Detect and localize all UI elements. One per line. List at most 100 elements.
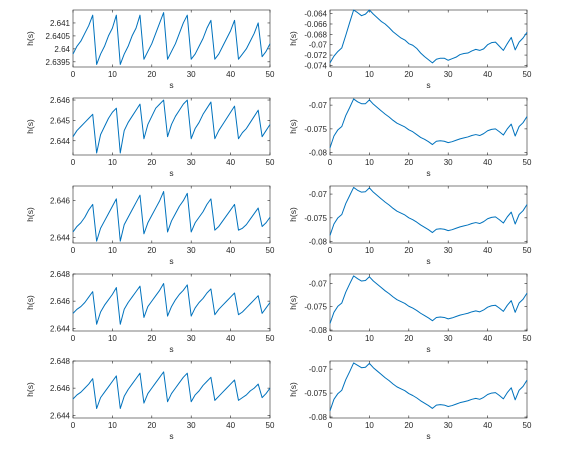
y-tick-label: 2.6395: [46, 58, 71, 67]
y-axis-label: h(s): [25, 382, 35, 397]
x-tick-label: 40: [226, 246, 235, 255]
y-tick-label: -0.072: [304, 51, 327, 60]
y-tick-label: 2.646: [50, 297, 71, 306]
x-tick-label: 40: [483, 158, 492, 167]
x-tick-label: 20: [147, 158, 156, 167]
y-tick-label: 2.646: [50, 384, 71, 393]
x-tick-label: 50: [266, 334, 275, 343]
x-axis-label: s: [426, 256, 430, 266]
x-tick-label: 40: [483, 334, 492, 343]
y-axis-label: h(s): [288, 382, 298, 397]
x-tick-label: 10: [108, 70, 117, 79]
x-tick-label: 10: [365, 421, 374, 430]
x-tick-label: 10: [108, 421, 117, 430]
y-tick-label: -0.075: [304, 125, 327, 134]
x-tick-label: 30: [444, 70, 453, 79]
y-tick-label: -0.075: [304, 214, 327, 223]
y-tick-label: -0.08: [309, 149, 328, 158]
axes-box: [329, 360, 528, 419]
x-tick-label: 20: [404, 334, 413, 343]
y-axis-label: h(s): [288, 119, 298, 134]
y-tick-label: -0.08: [309, 413, 328, 422]
subplot-6: 0 10 20 30 40 50 -0.08 -0.075 -0.07 s h(s): [288, 185, 532, 266]
axes-box: [329, 185, 528, 244]
subplot-4: 0 10 20 30 40 50 -0.08 -0.075 -0.07 s h(s): [288, 97, 532, 178]
x-tick-label: 0: [71, 246, 76, 255]
subplot-5: 0 10 20 30 40 50 2.644 2.646 s h(s): [25, 185, 275, 266]
y-tick-label: -0.074: [304, 61, 327, 70]
y-tick-label: -0.066: [304, 20, 327, 29]
x-tick-label: 10: [365, 158, 374, 167]
subplot-8: 0 10 20 30 40 50 -0.08 -0.075 -0.07 s h(s): [288, 273, 532, 354]
x-tick-label: 40: [483, 421, 492, 430]
x-axis-label: s: [169, 256, 173, 266]
x-tick-label: 0: [71, 421, 76, 430]
y-tick-label: 2.644: [50, 324, 71, 333]
x-axis-label: s: [169, 80, 173, 90]
x-tick-label: 0: [71, 334, 76, 343]
y-tick-label: 2.648: [50, 270, 71, 279]
x-tick-label: 50: [266, 158, 275, 167]
x-tick-label: 30: [187, 421, 196, 430]
y-tick-label: 2.641: [50, 19, 71, 28]
y-tick-label: -0.07: [309, 190, 328, 199]
x-tick-label: 20: [404, 158, 413, 167]
x-tick-label: 20: [147, 421, 156, 430]
y-tick-label: 2.644: [50, 411, 71, 420]
y-tick-label: 2.646: [50, 197, 71, 206]
y-tick-label: -0.075: [304, 303, 327, 312]
axes-box: [329, 9, 528, 68]
x-tick-label: 30: [187, 158, 196, 167]
x-tick-label: 50: [266, 246, 275, 255]
x-tick-label: 50: [523, 421, 532, 430]
x-tick-label: 10: [365, 334, 374, 343]
x-tick-label: 50: [523, 158, 532, 167]
y-tick-label: -0.068: [304, 30, 327, 39]
axes-box: [72, 97, 271, 156]
y-axis-label: h(s): [25, 207, 35, 222]
x-axis-label: s: [426, 431, 430, 441]
x-tick-label: 50: [266, 70, 275, 79]
series-line: [329, 186, 528, 236]
series-line: [329, 275, 528, 324]
y-axis-label: h(s): [288, 295, 298, 310]
x-tick-label: 40: [226, 334, 235, 343]
y-axis-label: h(s): [288, 207, 298, 222]
y-tick-label: -0.07: [309, 101, 328, 110]
y-axis-label: h(s): [288, 31, 298, 46]
x-tick-label: 30: [444, 421, 453, 430]
axes-box: [72, 273, 271, 332]
x-axis-label: s: [426, 344, 430, 354]
series-line: [72, 191, 271, 242]
x-tick-label: 30: [187, 334, 196, 343]
x-tick-label: 30: [444, 246, 453, 255]
x-tick-label: 40: [483, 70, 492, 79]
x-axis-label: s: [426, 168, 430, 178]
x-tick-label: 20: [404, 421, 413, 430]
x-axis-label: s: [169, 168, 173, 178]
y-axis-label: h(s): [25, 295, 35, 310]
x-tick-label: 30: [444, 158, 453, 167]
y-tick-label: -0.07: [309, 365, 328, 374]
x-tick-label: 50: [523, 334, 532, 343]
x-axis-label: s: [169, 344, 173, 354]
series-line: [72, 371, 271, 409]
x-tick-label: 20: [147, 334, 156, 343]
x-tick-label: 0: [328, 70, 333, 79]
series-line: [329, 9, 528, 64]
x-tick-label: 10: [108, 334, 117, 343]
x-tick-label: 20: [404, 70, 413, 79]
x-tick-label: 0: [328, 334, 333, 343]
x-axis-label: s: [426, 80, 430, 90]
axes-box: [72, 360, 271, 419]
x-axis-label: s: [169, 431, 173, 441]
x-tick-label: 50: [523, 70, 532, 79]
x-tick-label: 0: [328, 246, 333, 255]
subplot-7: 0 10 20 30 40 50 2.644 2.646 2.648 s h(s): [25, 270, 275, 354]
y-tick-label: 2.6405: [46, 32, 71, 41]
subplot-10: 0 10 20 30 40 50 -0.08 -0.075 -0.07 s h(s): [288, 360, 532, 441]
x-tick-label: 50: [266, 421, 275, 430]
x-tick-label: 10: [108, 246, 117, 255]
y-tick-label: 2.64: [54, 45, 70, 54]
